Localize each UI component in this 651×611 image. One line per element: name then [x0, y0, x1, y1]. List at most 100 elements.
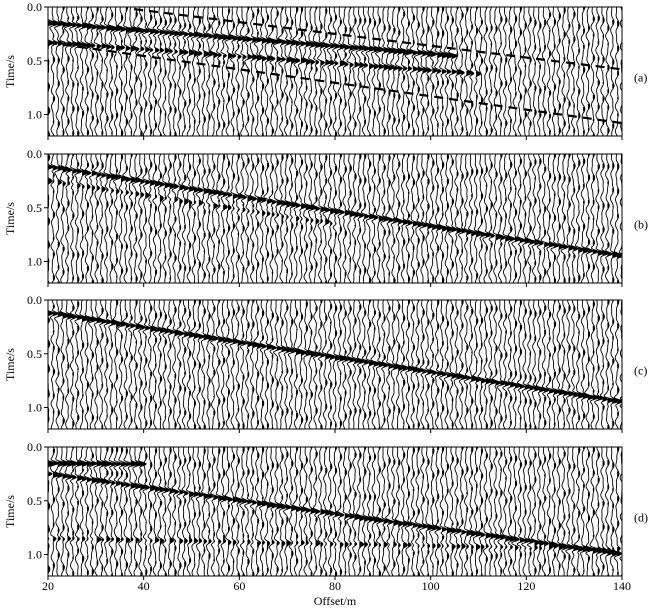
wiggle-fill — [169, 162, 176, 280]
wiggle-fill — [52, 304, 58, 414]
wiggle-fill — [622, 167, 628, 283]
wiggle-traces — [48, 154, 628, 283]
wiggle-fill — [422, 170, 429, 266]
wiggle-fill — [602, 17, 605, 136]
wiggle-trace — [391, 447, 401, 576]
wiggle-fill — [91, 164, 97, 283]
wiggle-fill — [480, 448, 486, 576]
wiggle-trace — [404, 7, 415, 136]
wiggle-fill — [130, 460, 139, 576]
wiggle-trace — [152, 447, 162, 576]
wiggle-trace — [274, 154, 285, 283]
wiggle-trace — [496, 300, 508, 429]
wiggle-fill — [519, 7, 522, 124]
wiggle-fill — [155, 448, 162, 564]
wiggle-trace — [594, 300, 604, 429]
wiggle-fill — [622, 447, 626, 557]
wiggle-trace — [79, 300, 91, 429]
wiggle-trace — [224, 447, 234, 576]
wiggle-fill — [563, 154, 569, 283]
wiggle-trace — [181, 300, 192, 429]
wiggle-fill — [403, 315, 410, 425]
wiggle-fill — [96, 161, 102, 270]
wiggle-fill — [198, 300, 205, 429]
wiggle-fill — [403, 154, 410, 269]
wiggle-trace — [332, 154, 342, 283]
wiggle-trace — [409, 7, 419, 136]
wiggle-trace — [356, 300, 366, 429]
wiggle-fill — [578, 160, 585, 282]
wiggle-fill — [485, 7, 488, 136]
wiggle-fill — [286, 17, 294, 125]
wiggle-trace — [240, 154, 247, 283]
wiggle-fill — [592, 154, 598, 271]
wiggle-trace — [137, 154, 146, 283]
wiggle-fill — [529, 162, 536, 271]
wiggle-fill — [48, 20, 56, 136]
wiggle-fill — [607, 300, 614, 429]
wiggle-trace — [531, 154, 542, 283]
wiggle-fill — [461, 447, 466, 550]
wiggle-trace — [429, 300, 438, 429]
wiggle-trace — [595, 447, 605, 576]
wiggle-fill — [446, 15, 455, 125]
wiggle-fill — [480, 19, 483, 125]
wiggle-trace — [210, 7, 221, 136]
wiggle-fill — [617, 447, 622, 576]
wiggle-fill — [339, 154, 345, 257]
wiggle-fill — [583, 310, 590, 419]
wiggle-fill — [335, 447, 342, 576]
wiggle-trace — [443, 300, 454, 429]
wiggle-trace — [244, 154, 255, 283]
wiggle-trace — [137, 7, 147, 136]
wiggle-fill — [135, 11, 143, 106]
wiggle-trace — [400, 447, 411, 576]
wiggle-fill — [451, 305, 459, 428]
wiggle-fill — [442, 447, 447, 576]
wiggle-fill — [281, 454, 288, 572]
wiggle-fill — [48, 311, 54, 421]
wiggle-fill — [101, 308, 107, 429]
wiggle-fill — [184, 23, 189, 129]
wiggle-trace — [425, 154, 434, 283]
wiggle-trace — [269, 300, 277, 429]
wiggle-fill — [514, 300, 521, 416]
wiggle-trace — [610, 7, 615, 136]
wiggle-trace — [399, 7, 412, 136]
wiggle-trace — [49, 447, 62, 576]
wiggle-trace — [580, 300, 591, 429]
wiggle-fill — [451, 159, 457, 268]
wiggle-trace — [220, 7, 231, 136]
wiggle-trace — [434, 447, 442, 576]
wiggle-trace — [574, 154, 585, 283]
wiggle-trace — [574, 447, 588, 576]
wiggle-trace — [365, 7, 377, 136]
wiggle-trace — [93, 447, 105, 576]
wiggle-trace — [556, 300, 566, 429]
wiggle-fill — [534, 19, 537, 136]
panel-tag: (b) — [634, 218, 648, 232]
wiggle-trace — [210, 154, 221, 283]
wiggle-trace — [225, 154, 233, 283]
wiggle-trace — [118, 154, 129, 283]
wiggle-trace — [302, 7, 314, 136]
wiggle-fill — [193, 170, 200, 265]
wiggle-fill — [67, 313, 76, 394]
wiggle-trace — [161, 447, 170, 576]
wiggle-fill — [72, 154, 78, 281]
wiggle-trace — [463, 300, 472, 429]
wiggle-fill — [451, 456, 458, 576]
wiggle-fill — [524, 459, 531, 576]
wiggle-trace — [244, 447, 253, 576]
wiggle-traces — [48, 447, 626, 576]
y-tick-label: 0.5 — [27, 201, 42, 215]
wiggle-trace — [600, 154, 610, 283]
wiggle-fill — [116, 300, 123, 421]
wiggle-fill — [378, 18, 385, 113]
wiggle-fill — [330, 170, 338, 278]
panel-tag: (a) — [634, 71, 647, 85]
wiggle-fill — [67, 460, 76, 558]
wiggle-trace — [220, 154, 229, 283]
wiggle-fill — [587, 306, 595, 429]
wiggle-trace — [273, 447, 285, 576]
